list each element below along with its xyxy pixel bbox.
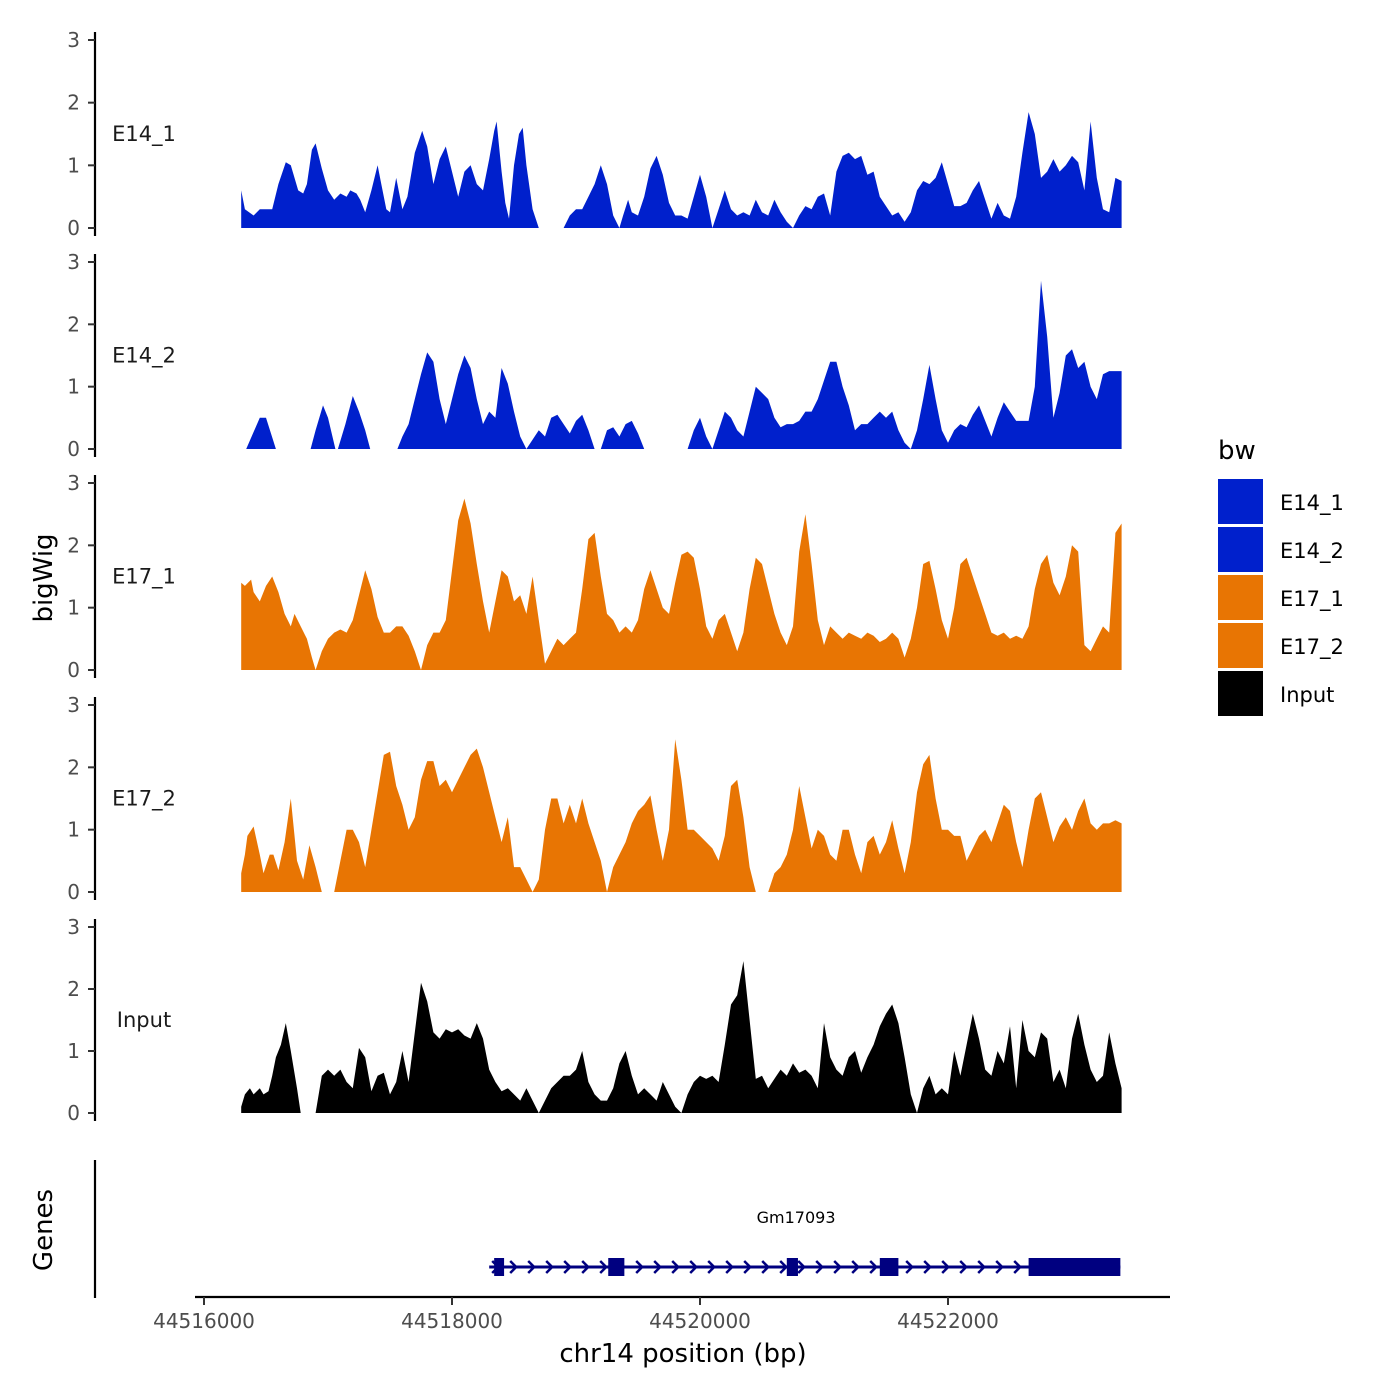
track-E14_2: 0 1 2 3 E14_2 <box>67 250 1122 461</box>
strand-chevron <box>959 1260 968 1274</box>
y-axis-title: bigWig <box>29 533 59 622</box>
strand-chevron <box>743 1260 752 1274</box>
strand-chevron <box>941 1260 950 1274</box>
track-E17_2: 0 1 2 3 E17_2 <box>67 693 1122 904</box>
legend-key-E14_1 <box>1218 479 1263 524</box>
gene-exon <box>879 1258 899 1276</box>
coverage-area-E14_1 <box>241 112 1122 228</box>
gene-name-label: Gm17093 <box>757 1208 836 1227</box>
y-tick-label: 0 <box>67 437 80 461</box>
y-tick-label: 2 <box>67 533 80 557</box>
genes-panel: Gm17093 <box>93 1160 1121 1298</box>
y-tick-label: 2 <box>67 91 80 115</box>
legend-label: E14_2 <box>1280 539 1344 564</box>
gene-exon <box>608 1258 625 1276</box>
legend-label: E17_2 <box>1280 635 1344 660</box>
y-tick-label: 3 <box>67 250 80 274</box>
strand-chevron <box>761 1260 770 1274</box>
legend-key-E17_2 <box>1218 623 1263 668</box>
y-tick-label: 1 <box>67 596 80 620</box>
strand-chevron <box>779 1260 788 1274</box>
strand-chevron <box>797 1260 806 1274</box>
legend-key-E14_2 <box>1218 527 1263 572</box>
gene-exon <box>1028 1258 1121 1276</box>
strand-chevron <box>707 1260 716 1274</box>
track-Input: 0 1 2 3 Input <box>67 915 1122 1125</box>
legend-label: E14_1 <box>1280 491 1344 516</box>
track-label: E17_2 <box>112 787 176 812</box>
y-tick-label: 3 <box>67 915 80 939</box>
strand-chevron <box>869 1260 878 1274</box>
gene-exon <box>494 1258 505 1276</box>
genes-axis-title: Genes <box>29 1189 59 1271</box>
strand-chevron <box>671 1260 680 1274</box>
y-tick-label: 0 <box>67 658 80 682</box>
y-tick-label: 3 <box>67 693 80 717</box>
strand-chevron <box>725 1260 734 1274</box>
track-E14_1: 0 1 2 3 E14_1 <box>67 28 1122 240</box>
y-tick-label: 2 <box>67 755 80 779</box>
strand-chevron <box>527 1260 536 1274</box>
y-tick-label: 1 <box>67 375 80 399</box>
x-axis-title: chr14 position (bp) <box>559 1339 806 1369</box>
strand-chevron <box>599 1260 608 1274</box>
legend-key-E17_1 <box>1218 575 1263 620</box>
legend-key-Input <box>1218 671 1263 716</box>
strand-chevron <box>509 1260 518 1274</box>
x-tick-label: 44516000 <box>153 1309 255 1333</box>
track-label: E14_1 <box>112 122 176 147</box>
legend-label: Input <box>1280 683 1334 707</box>
strand-chevron <box>923 1260 932 1274</box>
y-tick-label: 0 <box>67 1101 80 1125</box>
strand-chevron <box>635 1260 644 1274</box>
y-tick-label: 1 <box>67 1039 80 1063</box>
tracks-layer: 0 1 2 3 E14_1 0 1 2 3 E14_2 0 1 2 3 E17_1 0 1 2 3 E17_2 0 1 2 3… <box>67 28 1122 1125</box>
strand-chevron <box>689 1260 698 1274</box>
x-tick-label: 44518000 <box>401 1309 503 1333</box>
coverage-area-Input <box>241 961 1122 1113</box>
strand-chevron <box>833 1260 842 1274</box>
legend-label: E17_1 <box>1280 587 1344 612</box>
legend-title: bw <box>1218 436 1256 466</box>
coverage-area-E17_1 <box>241 498 1122 670</box>
strand-chevron <box>815 1260 824 1274</box>
y-tick-label: 3 <box>67 28 80 52</box>
strand-chevron <box>581 1260 590 1274</box>
track-label: E14_2 <box>112 344 176 369</box>
x-tick-label: 44522000 <box>897 1309 999 1333</box>
y-tick-label: 1 <box>67 818 80 842</box>
strand-chevron <box>653 1260 662 1274</box>
x-axis: 44516000 44518000 44520000 44522000 <box>153 1295 1170 1333</box>
y-tick-label: 0 <box>67 880 80 904</box>
legend: bw E14_1 E14_2 E17_1 E17_2 Input <box>1218 436 1344 716</box>
track-label: E17_1 <box>112 565 176 590</box>
strand-chevron <box>851 1260 860 1274</box>
strand-chevron <box>545 1260 554 1274</box>
track-E17_1: 0 1 2 3 E17_1 <box>67 471 1122 682</box>
y-tick-label: 0 <box>67 216 80 240</box>
strand-chevron <box>977 1260 986 1274</box>
strand-chevron <box>905 1260 914 1274</box>
y-tick-label: 2 <box>67 977 80 1001</box>
coverage-area-E17_2 <box>241 739 1122 892</box>
gene-exon <box>786 1258 798 1276</box>
y-tick-label: 3 <box>67 471 80 495</box>
x-tick-label: 44520000 <box>649 1309 751 1333</box>
y-tick-label: 2 <box>67 312 80 336</box>
strand-chevron <box>995 1260 1004 1274</box>
strand-chevron <box>1013 1260 1022 1274</box>
coverage-area-E14_2 <box>246 280 1122 449</box>
track-label: Input <box>117 1008 171 1032</box>
y-tick-label: 1 <box>67 153 80 177</box>
strand-chevron <box>563 1260 572 1274</box>
